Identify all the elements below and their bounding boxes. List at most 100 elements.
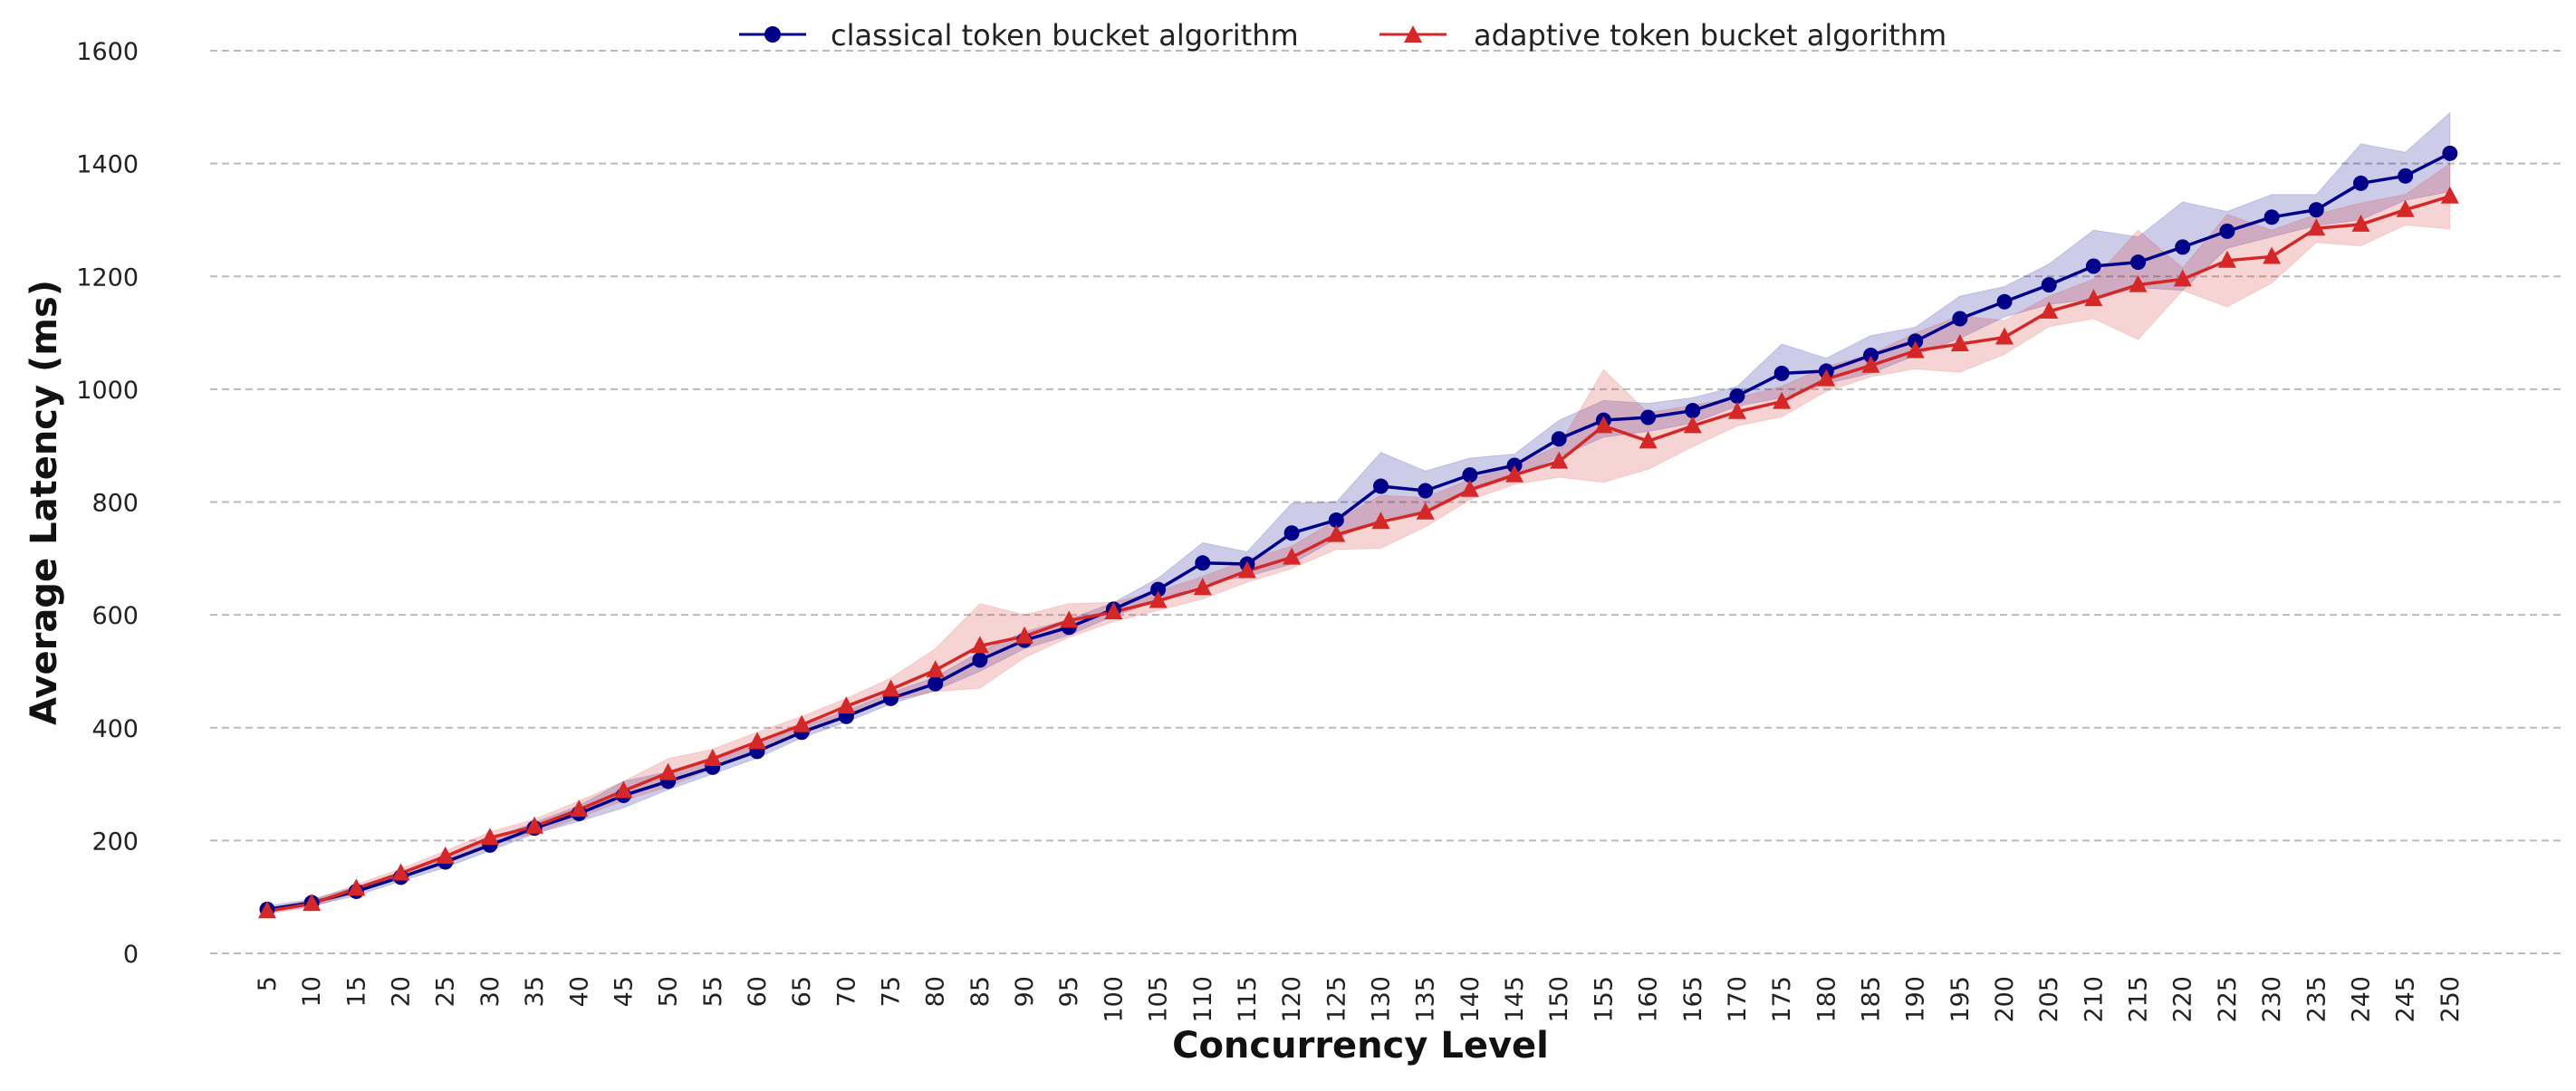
point-s0-175 (1773, 365, 1790, 381)
point-s1-15 (347, 878, 366, 896)
band-series-1 (266, 162, 2451, 914)
point-s0-80 (928, 675, 944, 692)
point-s1-200 (1995, 327, 2014, 345)
point-s1-80 (926, 660, 945, 678)
x-tick-110: 110 (1189, 976, 1217, 1023)
point-s1-75 (881, 679, 900, 697)
point-s0-170 (1729, 388, 1745, 404)
point-s1-195 (1950, 334, 1969, 352)
y-tick-600: 600 (91, 602, 139, 630)
legend-item-classical: classical token bucket algorithm (739, 18, 1299, 53)
point-s0-160 (1640, 409, 1657, 426)
point-s0-110 (1195, 555, 1211, 571)
x-tick-150: 150 (1545, 976, 1573, 1023)
point-s1-65 (793, 714, 812, 732)
y-tick-800: 800 (91, 490, 139, 518)
x-tick-120: 120 (1278, 976, 1306, 1023)
x-tick-250: 250 (2437, 976, 2465, 1023)
point-s0-150 (1551, 431, 1567, 447)
x-tick-160: 160 (1635, 976, 1663, 1023)
point-s1-145 (1505, 464, 1524, 483)
point-s0-230 (2264, 209, 2280, 225)
point-s1-95 (1060, 610, 1079, 628)
x-tick-185: 185 (1857, 976, 1885, 1023)
line-series-0 (266, 151, 2451, 912)
x-tick-225: 225 (2214, 976, 2242, 1023)
x-tick-5: 5 (254, 976, 282, 991)
point-s0-125 (1328, 512, 1344, 528)
x-tick-200: 200 (1991, 976, 2019, 1023)
x-tick-170: 170 (1724, 976, 1752, 1023)
point-s0-165 (1685, 403, 1701, 419)
point-s1-230 (2263, 246, 2282, 264)
point-s1-150 (1550, 451, 1569, 469)
x-tick-135: 135 (1412, 976, 1440, 1023)
x-tick-125: 125 (1322, 976, 1350, 1023)
point-s0-185 (1862, 347, 1879, 363)
point-s0-195 (1952, 311, 1968, 327)
point-s0-120 (1283, 525, 1300, 541)
y-tick-200: 200 (91, 828, 139, 856)
point-s0-220 (2175, 239, 2191, 255)
x-tick-215: 215 (2125, 976, 2153, 1023)
point-s1-20 (391, 863, 410, 881)
x-tick-95: 95 (1055, 976, 1083, 1007)
y-tick-labels: 0 200 400 600 800 1000 1200 1400 1600 (76, 38, 139, 969)
point-s1-25 (436, 846, 455, 864)
point-s1-35 (525, 816, 544, 834)
point-s1-140 (1460, 479, 1479, 497)
series-lines (266, 151, 2451, 913)
x-tick-210: 210 (2080, 976, 2108, 1023)
point-s1-250 (2440, 186, 2459, 204)
point-s1-210 (2084, 289, 2103, 307)
point-s1-155 (1594, 416, 1613, 434)
x-tick-10: 10 (298, 976, 326, 1007)
point-s1-45 (614, 780, 633, 799)
y-tick-0: 0 (123, 941, 139, 969)
point-s1-205 (2040, 301, 2059, 319)
point-s1-170 (1727, 401, 1746, 419)
point-s1-40 (570, 799, 589, 818)
point-s0-235 (2308, 202, 2324, 218)
point-s0-240 (2352, 175, 2369, 191)
x-tick-140: 140 (1456, 976, 1485, 1023)
point-s1-245 (2396, 199, 2415, 217)
point-s1-55 (703, 749, 722, 767)
point-s1-240 (2351, 214, 2370, 232)
x-tick-100: 100 (1100, 976, 1128, 1023)
point-s1-160 (1639, 431, 1658, 449)
y-tick-1000: 1000 (76, 377, 139, 405)
point-s1-50 (658, 762, 678, 780)
point-s1-30 (480, 828, 499, 846)
x-tick-180: 180 (1812, 976, 1841, 1023)
x-tick-85: 85 (966, 976, 995, 1007)
x-tick-20: 20 (388, 976, 416, 1007)
point-s1-120 (1283, 547, 1302, 565)
point-s0-245 (2398, 167, 2414, 184)
point-s1-60 (747, 732, 766, 750)
point-s0-105 (1150, 581, 1167, 598)
x-tick-80: 80 (922, 976, 950, 1007)
point-s1-110 (1193, 578, 1212, 596)
point-s0-225 (2219, 223, 2235, 239)
x-tick-195: 195 (1946, 976, 1975, 1023)
x-tick-190: 190 (1902, 976, 1930, 1023)
x-tick-115: 115 (1234, 976, 1262, 1023)
point-s1-5 (258, 901, 276, 919)
x-tick-230: 230 (2258, 976, 2286, 1023)
x-tick-165: 165 (1679, 976, 1707, 1023)
x-tick-40: 40 (565, 976, 593, 1007)
point-s1-235 (2307, 218, 2326, 236)
line-series-1 (266, 195, 2451, 913)
point-s1-90 (1015, 626, 1034, 644)
point-s1-10 (303, 894, 322, 912)
confidence-bands (266, 111, 2451, 914)
point-s1-70 (837, 696, 856, 714)
point-s1-185 (1861, 355, 1880, 373)
point-s1-125 (1327, 524, 1346, 542)
point-s1-175 (1773, 391, 1792, 409)
x-tick-145: 145 (1501, 976, 1529, 1023)
point-s0-85 (972, 652, 988, 668)
point-s1-130 (1371, 512, 1390, 530)
